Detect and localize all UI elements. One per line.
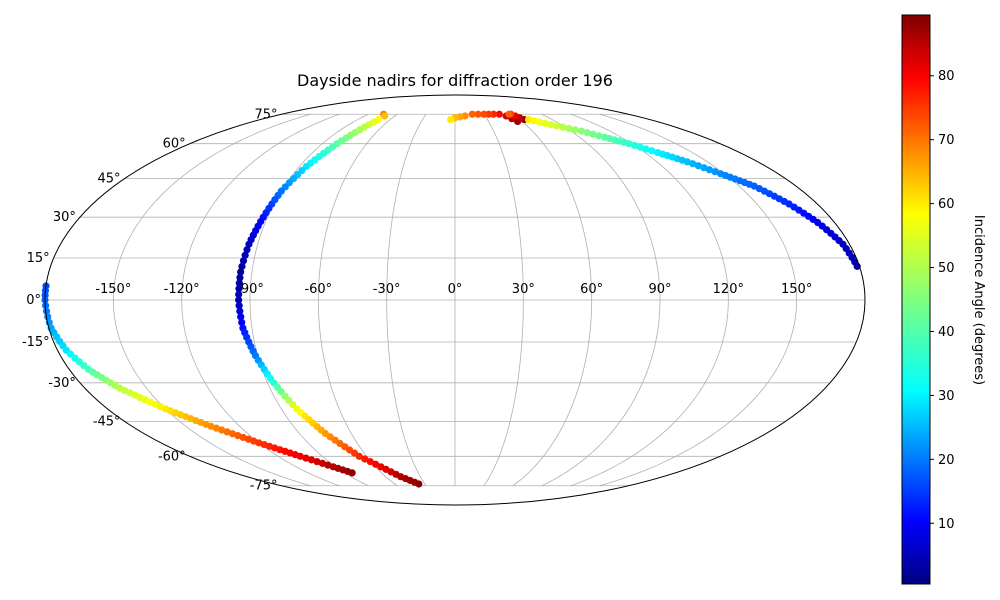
nadir-points xyxy=(41,110,861,488)
data-point xyxy=(235,302,243,310)
data-point xyxy=(243,246,251,254)
data-point xyxy=(541,119,549,127)
data-point xyxy=(642,145,650,153)
data-point xyxy=(235,290,243,298)
data-point xyxy=(495,110,503,118)
data-point xyxy=(648,147,656,155)
data-point xyxy=(415,480,423,488)
longitude-tick-label: -120° xyxy=(164,282,200,297)
data-point xyxy=(630,141,639,150)
colorbar-tick-label: 80 xyxy=(938,69,955,84)
data-point xyxy=(474,110,482,118)
data-point xyxy=(689,160,697,168)
data-point xyxy=(711,168,719,176)
data-point xyxy=(239,257,248,265)
data-point xyxy=(245,240,253,248)
data-point xyxy=(236,273,244,282)
colorbar-tick-label: 20 xyxy=(938,453,955,468)
data-point xyxy=(505,110,513,118)
data-point xyxy=(237,268,245,276)
data-point xyxy=(302,454,310,462)
longitude-tick-label: 30° xyxy=(512,282,535,297)
longitude-tick-label: -60° xyxy=(304,282,332,297)
colorbar-tick-label: 60 xyxy=(938,197,955,212)
colorbar-tick-label: 30 xyxy=(938,389,955,404)
data-point xyxy=(238,318,246,327)
latitude-tick-label: -45° xyxy=(93,414,121,429)
data-point xyxy=(207,422,215,430)
data-point xyxy=(480,110,488,118)
latitude-tick-labels: -75° -60° -45° -30° -15° 0° 15° 30° 45° 60° 75° xyxy=(22,107,278,493)
data-point xyxy=(237,313,245,321)
latitude-tick-label: -30° xyxy=(48,376,76,391)
latitude-tick-label: 75° xyxy=(254,107,277,122)
latitude-tick-label: 45° xyxy=(98,172,121,187)
data-point xyxy=(571,126,579,134)
data-point xyxy=(530,117,538,125)
colorbar-label: Incidence Angle (degrees) xyxy=(971,215,986,385)
data-point xyxy=(318,459,327,467)
chart-title: Dayside nadirs for diffraction order 196 xyxy=(297,71,613,90)
data-point xyxy=(583,129,591,137)
data-point xyxy=(235,285,243,293)
data-point xyxy=(694,162,702,170)
data-point xyxy=(447,115,455,124)
data-point xyxy=(313,458,321,466)
longitude-tick-label: 150° xyxy=(781,282,812,297)
colorbar xyxy=(901,14,931,585)
longitude-tick-label: 60° xyxy=(580,282,603,297)
data-point xyxy=(366,458,374,466)
longitude-tick-label: 90° xyxy=(648,282,671,297)
longitude-tick-label: -150° xyxy=(95,282,131,297)
data-point xyxy=(589,130,597,138)
data-point xyxy=(307,456,316,464)
latitude-tick-label: 30° xyxy=(53,210,76,225)
data-point xyxy=(524,115,533,124)
data-point xyxy=(42,307,51,315)
data-point xyxy=(235,279,243,287)
data-point xyxy=(296,452,304,460)
map-boundary xyxy=(44,94,866,506)
latitude-tick-label: -15° xyxy=(22,335,50,350)
data-point xyxy=(625,140,633,148)
data-point xyxy=(361,455,369,463)
data-point xyxy=(683,158,691,166)
data-point xyxy=(381,112,389,120)
data-point xyxy=(468,110,476,118)
colorbar-tick-label: 50 xyxy=(938,261,955,276)
longitude-tick-labels: -150° -120° -90° -60° -30° 0° 30° 60° 90° 120° 150… xyxy=(95,282,812,297)
data-point xyxy=(577,127,586,135)
latitude-tick-label: 0° xyxy=(26,293,41,308)
longitude-tick-label: -90° xyxy=(236,282,264,297)
colorbar-tick-label: 10 xyxy=(938,517,955,532)
data-point xyxy=(241,251,249,259)
latitude-tick-label: -75° xyxy=(250,479,278,494)
longitude-tick-label: 120° xyxy=(713,282,744,297)
data-point xyxy=(238,262,246,270)
longitude-tick-label: 0° xyxy=(448,282,463,297)
map-gridlines xyxy=(45,113,865,487)
latitude-tick-label: 60° xyxy=(163,137,186,152)
colorbar-tick-label: 40 xyxy=(938,325,955,340)
data-point xyxy=(595,132,603,140)
data-point xyxy=(355,452,363,460)
data-point xyxy=(565,124,573,133)
data-point xyxy=(236,307,244,315)
data-point xyxy=(559,123,567,131)
data-point xyxy=(553,122,561,130)
data-point xyxy=(348,469,356,477)
data-point xyxy=(535,118,544,126)
data-point xyxy=(705,166,713,174)
data-point xyxy=(700,164,708,172)
data-point xyxy=(547,120,555,129)
data-point xyxy=(636,143,644,151)
latitude-tick-label: 15° xyxy=(27,251,50,266)
latitude-tick-label: -60° xyxy=(158,449,186,464)
colorbar-ticks: 10 20 30 40 50 60 70 80 xyxy=(930,69,955,532)
colorbar-tick-label: 70 xyxy=(938,133,955,148)
data-point xyxy=(235,296,243,304)
longitude-tick-label: -30° xyxy=(373,282,401,297)
